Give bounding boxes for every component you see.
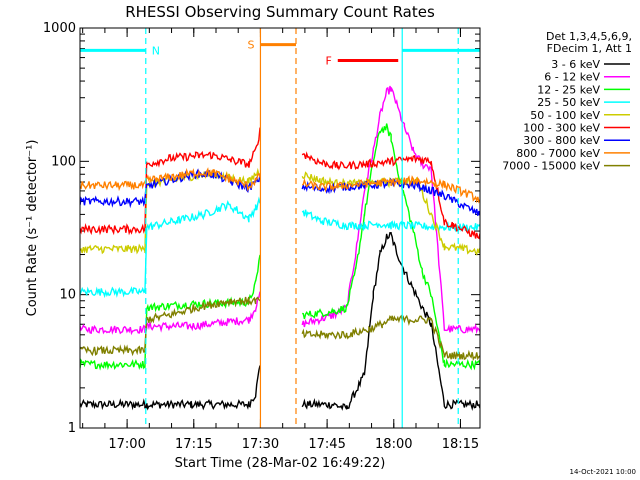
x-axis-label: Start Time (28-Mar-02 16:49:22) bbox=[175, 456, 386, 471]
y-axis-label: Count Rate (s⁻¹ detector⁻¹) bbox=[25, 140, 40, 317]
flare-label-3: F bbox=[325, 55, 331, 68]
series-line-5 bbox=[80, 127, 480, 240]
legend-label-4: 50 - 100 keV bbox=[530, 109, 600, 122]
legend-label-3: 25 - 50 keV bbox=[537, 96, 600, 109]
legend-label-0: 3 - 6 keV bbox=[551, 58, 600, 71]
legend-header-line-2: FDecim 1, Att 1 bbox=[547, 42, 632, 55]
y-tick-label: 100 bbox=[51, 154, 76, 169]
series-line-7 bbox=[80, 167, 480, 204]
series-line-8 bbox=[80, 296, 480, 362]
y-tick-label: 1 bbox=[68, 421, 76, 436]
legend-label-1: 6 - 12 keV bbox=[544, 71, 600, 84]
y-tick-label: 1000 bbox=[43, 21, 76, 36]
legend-label-5: 100 - 300 keV bbox=[523, 122, 600, 135]
footer-date: 14-Oct-2021 10:00 bbox=[570, 468, 636, 476]
x-tick-label: 17:15 bbox=[175, 437, 212, 452]
x-tick-label: 18:15 bbox=[442, 437, 479, 452]
axes-layer: 1 10 100 1000 17:00 17:15 17:30 17:45 18:00 18:15 bbox=[43, 21, 480, 452]
x-tick-label: 18:00 bbox=[375, 437, 412, 452]
x-tick-label: 17:30 bbox=[242, 437, 279, 452]
annotation-layer: N S F bbox=[80, 28, 480, 428]
x-tick-label: 17:00 bbox=[108, 437, 145, 452]
legend-label-8: 7000 - 15000 keV bbox=[502, 160, 600, 173]
plot-frame bbox=[79, 27, 481, 429]
legend-header-line-1: Det 1,3,4,5,6,9, bbox=[546, 30, 632, 43]
night-label-0: N bbox=[152, 44, 160, 57]
legend-label-7: 800 - 7000 keV bbox=[516, 147, 600, 160]
x-tick-label: 17:45 bbox=[308, 437, 345, 452]
series-line-3 bbox=[80, 196, 480, 299]
saa-label-2: S bbox=[247, 39, 254, 52]
series-line-1 bbox=[80, 85, 480, 336]
legend-label-6: 300 - 800 keV bbox=[523, 134, 600, 147]
chart-title: RHESSI Observing Summary Count Rates bbox=[125, 3, 435, 21]
y-tick-label: 10 bbox=[59, 288, 76, 303]
series-line-0 bbox=[80, 231, 480, 412]
series-line-6 bbox=[80, 168, 480, 216]
series-layer bbox=[80, 85, 480, 412]
legend-label-2: 12 - 25 keV bbox=[537, 83, 600, 96]
